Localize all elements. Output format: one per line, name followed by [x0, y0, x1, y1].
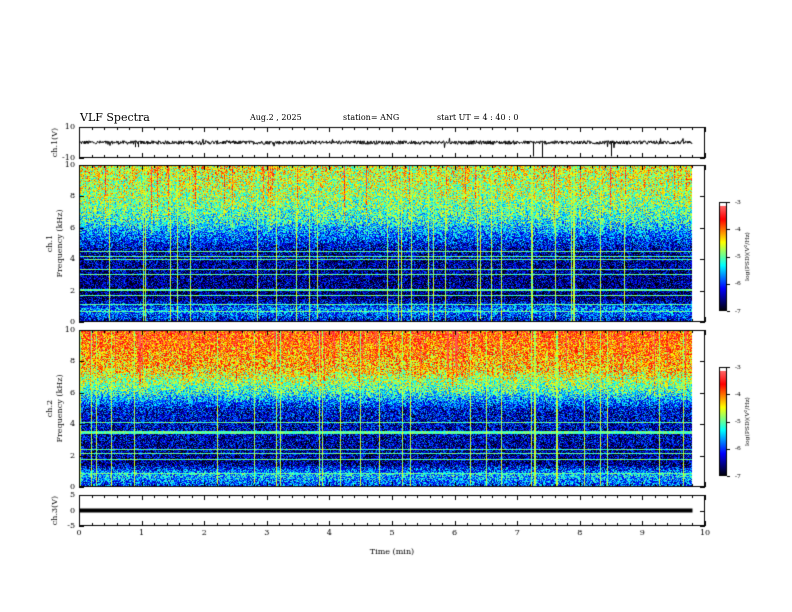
figure-title: VLF Spectra — [80, 111, 150, 124]
station-label: station= ANG — [343, 113, 400, 122]
start-time-label: start UT = 4 : 40 : 0 — [437, 113, 519, 122]
date-label: Aug.2 , 2025 — [250, 113, 302, 122]
